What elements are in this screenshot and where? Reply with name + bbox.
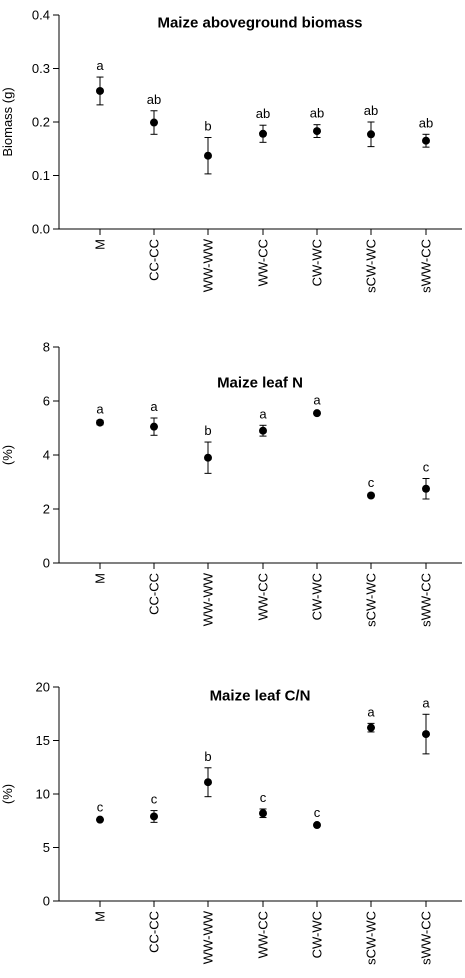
data-point: [96, 815, 104, 824]
data-point: [367, 491, 375, 500]
data-point: [150, 118, 158, 127]
y-tick-label: 15: [36, 733, 50, 748]
significance-letter: b: [204, 119, 211, 134]
y-tick-label: 0.2: [32, 115, 50, 130]
y-tick-label: 0: [43, 894, 50, 909]
data-point: [259, 129, 267, 138]
data-point: [96, 418, 104, 427]
significance-letter: c: [97, 800, 104, 815]
data-point: [313, 409, 321, 418]
significance-letter: ab: [256, 106, 270, 121]
data-point: [150, 422, 158, 431]
x-tick-label: sCW-WC: [364, 573, 379, 627]
significance-letter: c: [423, 459, 430, 474]
y-tick-label: 0.0: [32, 222, 50, 237]
panel-biomass: Maize aboveground biomass Biomass (g) 0.0 0…: [0, 8, 462, 293]
chart-title: Maize leaf C/N: [210, 687, 311, 704]
data-point: [367, 723, 375, 732]
data-point: [259, 426, 267, 435]
x-tick-label: sCW-WC: [364, 911, 379, 965]
y-tick-label: 20: [36, 680, 50, 695]
significance-letter: c: [314, 805, 321, 820]
significance-letter: c: [368, 475, 375, 490]
significance-letter: a: [150, 399, 158, 414]
x-tick-label: WW-CC: [256, 239, 271, 286]
significance-letter: a: [422, 695, 430, 710]
x-tick-label: M: [93, 573, 108, 584]
x-tick-label: WW-CC: [256, 573, 271, 620]
y-tick-label: 0.4: [32, 8, 50, 23]
data-point: [204, 151, 212, 160]
significance-letter: b: [204, 423, 211, 438]
significance-letter: b: [204, 749, 211, 764]
x-tick-label: sWW-CC: [419, 573, 434, 627]
x-tick-label: WW-CC: [256, 911, 271, 958]
x-tick-label: sWW-CC: [419, 911, 434, 965]
significance-letter: c: [151, 792, 158, 807]
chart-title: Maize leaf N: [217, 374, 303, 391]
data-point: [150, 812, 158, 821]
data-point: [313, 127, 321, 136]
data-point: [96, 86, 104, 95]
x-tick-label: WW-WW: [201, 910, 216, 964]
significance-letter: ab: [147, 92, 161, 107]
chart-title: Maize aboveground biomass: [157, 14, 362, 31]
y-tick-label: 8: [43, 340, 50, 355]
data-point: [422, 730, 430, 739]
x-tick-label: CC-CC: [147, 239, 162, 281]
y-tick-label: 0: [43, 556, 50, 571]
x-tick-label: M: [93, 911, 108, 922]
data-point: [259, 809, 267, 818]
x-tick-label: sWW-CC: [419, 239, 434, 293]
panel-leaf-n: Maize leaf N (%) 0 2 4 6 8 M CC-CC WW-WW WW-CC CW-W…: [0, 340, 462, 627]
y-axis-label: (%): [0, 784, 15, 804]
panel-leaf-cn: Maize leaf C/N (%) 0 5 10 15 20 M CC-CC WW-WW WW-C…: [0, 680, 462, 965]
y-tick-label: 2: [43, 502, 50, 517]
y-tick-label: 5: [43, 840, 50, 855]
y-tick-label: 0.3: [32, 61, 50, 76]
y-axis-label: (%): [0, 445, 15, 465]
significance-letter: a: [313, 393, 321, 408]
data-point: [422, 136, 430, 145]
x-tick-label: M: [93, 239, 108, 250]
data-point: [204, 778, 212, 787]
x-tick-label: CC-CC: [147, 573, 162, 615]
significance-letter: ab: [364, 103, 378, 118]
significance-letter: a: [96, 58, 104, 73]
x-tick-label: sCW-WC: [364, 239, 379, 293]
significance-letter: c: [260, 790, 267, 805]
data-point: [204, 453, 212, 462]
significance-letter: a: [367, 704, 375, 719]
significance-letter: ab: [419, 115, 433, 130]
y-tick-label: 10: [36, 787, 50, 802]
data-point: [367, 130, 375, 139]
significance-letter: a: [259, 406, 267, 421]
significance-letter: a: [96, 401, 104, 416]
x-tick-label: CW-WC: [310, 911, 325, 958]
x-tick-label: CW-WC: [310, 239, 325, 286]
x-tick-label: WW-WW: [201, 572, 216, 626]
data-point: [422, 484, 430, 493]
significance-letter: ab: [310, 106, 324, 121]
y-tick-label: 6: [43, 394, 50, 409]
y-tick-label: 4: [43, 448, 50, 463]
data-point: [313, 821, 321, 830]
x-tick-label: WW-WW: [201, 238, 216, 292]
y-axis-label: Biomass (g): [0, 87, 15, 156]
y-tick-label: 0.1: [32, 168, 50, 183]
x-tick-label: CC-CC: [147, 911, 162, 953]
x-tick-label: CW-WC: [310, 573, 325, 620]
